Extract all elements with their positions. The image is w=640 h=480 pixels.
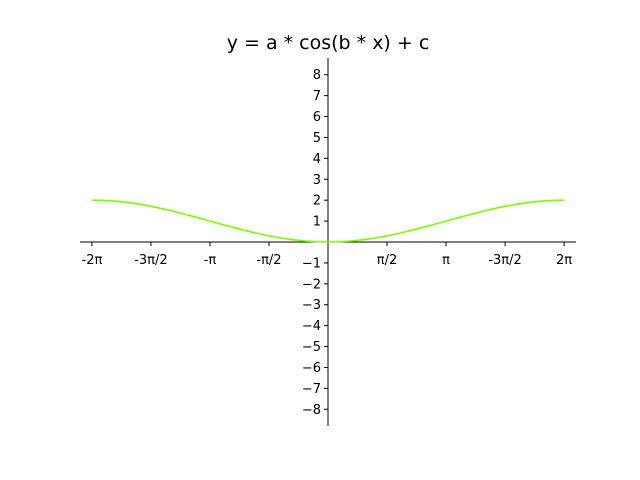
x-tick-label: -3π/2 [488,253,521,268]
y-tick-label: 6 [313,110,321,125]
series-layer [91,199,565,243]
x-tick-label: -π/2 [256,253,281,268]
y-tick-label: 3 [313,173,321,188]
y-tick-label: 4 [313,152,321,167]
chart-title: y = a * cos(b * x) + c [227,32,430,54]
y-tick-label: −5 [302,340,321,355]
x-tick-label: -2π [82,253,103,268]
y-tick-label: 1 [313,215,321,230]
x-tick-label: π/2 [377,253,397,268]
y-tick-label: −3 [302,298,321,313]
y-tick-label: 7 [313,89,321,104]
x-tick-layer: -2π -3π/2 -π -π/2 π/2 π -3π/2 2π [82,242,572,268]
x-tick-label: -3π/2 [134,253,167,268]
y-tick-label: 2 [313,194,321,209]
y-tick-label: −6 [302,361,321,376]
y-tick-label: −2 [302,277,321,292]
y-tick-label: −4 [302,319,321,334]
y-tick-layer: 8 7 6 5 4 3 2 1 −1 −2 −3 −4 −5 −6 −7 −8 [302,68,328,418]
y-tick-label: −1 [302,256,321,271]
y-tick-label: 5 [313,131,321,146]
x-tick-label: -π [204,253,217,268]
series-line-0 [91,199,565,243]
y-tick-label: −8 [302,403,321,418]
x-tick-label: π [442,253,450,268]
y-tick-label: −7 [302,382,321,397]
x-tick-label: 2π [556,253,572,268]
y-tick-label: 8 [313,68,321,83]
